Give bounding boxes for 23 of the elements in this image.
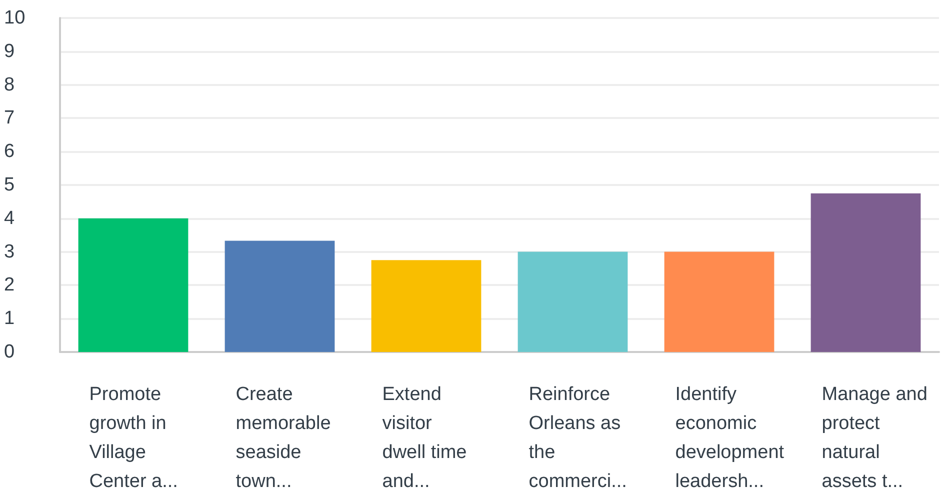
y-tick-label: 2 — [4, 274, 15, 296]
bar — [78, 218, 188, 352]
x-tick-label: Extend visitor dwell time and... — [382, 384, 467, 492]
x-tick-label: Create memorable seaside town... — [236, 384, 331, 492]
x-tick-label: Manage and protect natural assets t... — [822, 384, 928, 492]
y-tick-label: 4 — [4, 208, 15, 229]
x-tick-label: Identify economic development leadersh... — [675, 384, 785, 492]
bar — [371, 260, 482, 352]
bar — [664, 252, 774, 352]
y-tick-label: 0 — [4, 342, 15, 362]
y-tick-label: 9 — [4, 40, 15, 62]
y-tick-label: 3 — [4, 241, 15, 262]
y-tick-label: 6 — [4, 141, 15, 162]
y-tick-label: 7 — [4, 108, 15, 129]
bar — [518, 252, 628, 352]
x-tick-label: Reinforce Orleans as the commerci... — [528, 384, 627, 492]
y-tick-label: 5 — [4, 174, 15, 196]
x-tick-label: Promote growth in Village Center a... — [89, 384, 178, 492]
y-tick-label: 10 — [4, 8, 26, 28]
y-tick-label: 8 — [4, 74, 15, 96]
y-tick-label: 1 — [4, 308, 15, 330]
bar — [224, 240, 335, 352]
bar — [810, 193, 921, 352]
